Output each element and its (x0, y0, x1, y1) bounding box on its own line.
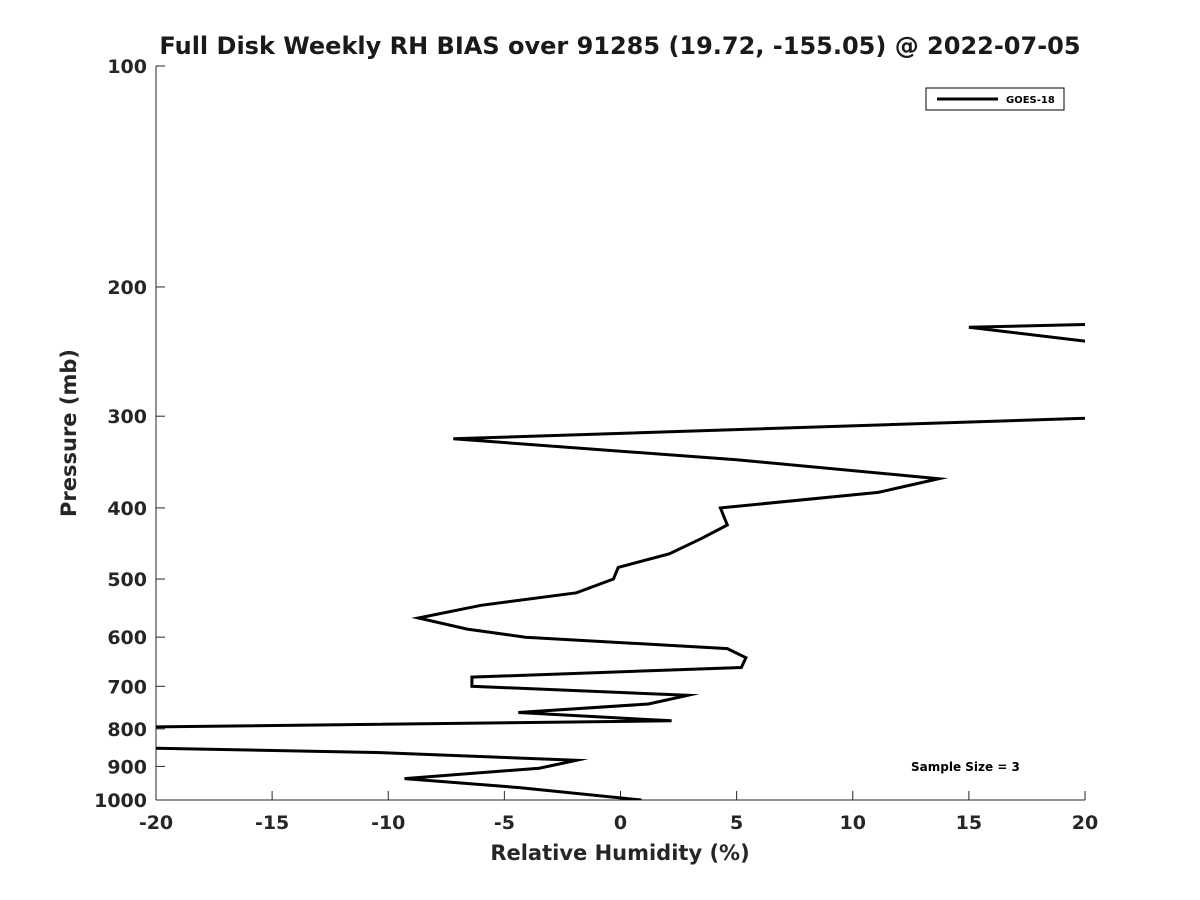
y-tick-label: 600 (107, 627, 147, 649)
x-tick-label: 10 (840, 812, 866, 834)
x-tick-label: 15 (956, 812, 982, 834)
x-axis-ticks: -20 -15 -10 -5 0 5 10 15 20 (139, 791, 1098, 834)
y-tick-label: 700 (107, 676, 147, 698)
x-tick-label: 5 (730, 812, 743, 834)
x-tick-label: 20 (1072, 812, 1098, 834)
y-tick-label: 900 (107, 756, 147, 778)
series-line-goes-18 (156, 323, 1085, 800)
legend-label-goes-18: GOES-18 (1006, 95, 1055, 106)
x-tick-label: -15 (255, 812, 289, 834)
y-tick-label: 800 (107, 719, 147, 741)
x-tick-label: -20 (139, 812, 173, 834)
y-tick-label: 400 (107, 498, 147, 520)
x-tick-label: -5 (494, 812, 515, 834)
y-axis-ticks: 100 200 300 400 500 600 700 800 900 1000 (94, 56, 165, 812)
x-axis-label: Relative Humidity (%) (490, 841, 749, 865)
sample-size-annotation: Sample Size = 3 (911, 760, 1020, 774)
y-tick-label: 200 (107, 277, 147, 299)
y-axis-label: Pressure (mb) (57, 349, 81, 517)
x-tick-label: 0 (614, 812, 627, 834)
legend: GOES-18 (925, 87, 1065, 111)
y-tick-label: 500 (107, 569, 147, 591)
y-tick-label: 100 (107, 56, 147, 78)
plot-area (156, 323, 1085, 800)
chart-title: Full Disk Weekly RH BIAS over 91285 (19.… (159, 32, 1080, 60)
x-tick-label: -10 (371, 812, 405, 834)
y-tick-label: 1000 (94, 790, 147, 812)
y-tick-label: 300 (107, 406, 147, 428)
